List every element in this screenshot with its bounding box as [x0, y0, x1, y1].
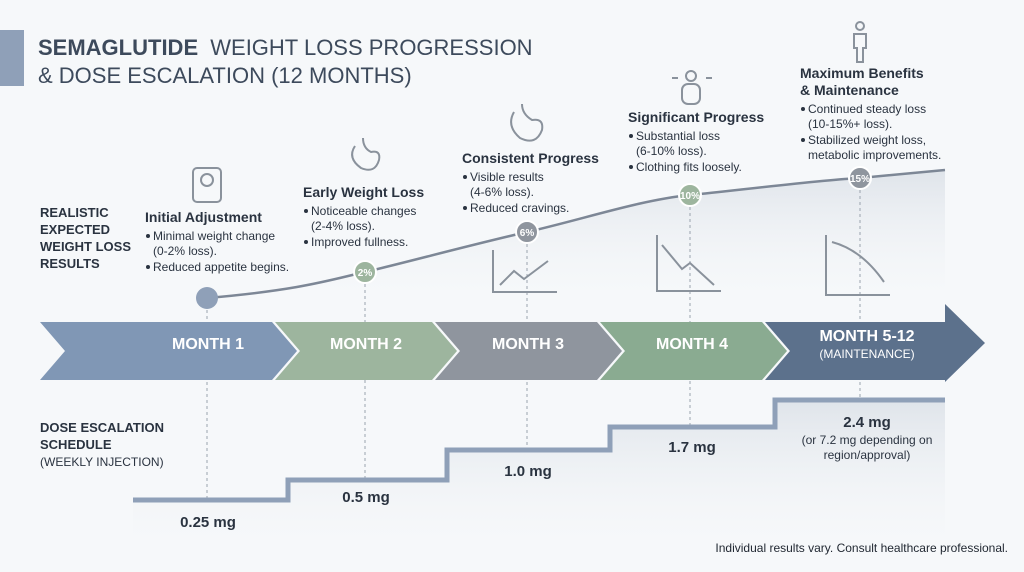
month-note: (MAINTENANCE) [819, 347, 914, 361]
timeline-segment [40, 322, 297, 380]
bullet-text: (10-15%+ loss). [808, 117, 892, 131]
footer: Individual results vary. Consult healthc… [715, 541, 1008, 555]
bullet-dot [304, 209, 308, 213]
title-line: & DOSE ESCALATION (12 MONTHS) [38, 63, 412, 88]
marker-label: 2% [358, 268, 373, 279]
bullet-text: Reduced appetite begins. [153, 260, 289, 274]
dose-label: DOSE ESCALATION [40, 420, 164, 435]
bullet-dot [146, 234, 150, 238]
dose-value: 0.5 mg [342, 489, 390, 506]
timeline-segment [600, 322, 787, 380]
icons [192, 21, 890, 296]
dose-note: (or 7.2 mg depending on [802, 433, 933, 447]
stage-title: Consistent Progress [462, 150, 599, 166]
timeline-segment [435, 322, 622, 380]
title-bold: SEMAGLUTIDE [38, 35, 198, 60]
timeline-segment [275, 322, 457, 380]
bullet-text: (2-4% loss). [311, 219, 375, 233]
stage-title: Maximum Benefits [800, 65, 924, 81]
dose-label: SCHEDULE [40, 437, 112, 452]
dose-value: 0.25 mg [180, 514, 236, 531]
bullet-text: Continued steady loss [808, 102, 926, 116]
stage-marker [515, 220, 539, 244]
dose-note: region/approval) [824, 448, 911, 462]
month-label: MONTH 1 [172, 336, 244, 353]
month-label: MONTH 4 [656, 336, 728, 353]
bullet-text: (4-6% loss). [470, 185, 534, 199]
bullet-dot [304, 240, 308, 244]
stage-title: Early Weight Loss [303, 184, 424, 200]
bullet-text: Clothing fits loosely. [636, 160, 742, 174]
bullet-dot [463, 175, 467, 179]
stage-marker [196, 287, 218, 309]
results-label: REALISTIC [40, 205, 109, 220]
bullet-text: metabolic improvements. [808, 148, 941, 162]
timeline-segment [765, 304, 985, 382]
stage-title: Significant Progress [628, 109, 764, 125]
results-label: WEIGHT LOSS [40, 239, 131, 254]
bullet-text: Visible results [470, 170, 544, 184]
bullet-text: Stabilized weight loss, [808, 133, 926, 147]
month-label: MONTH 2 [330, 336, 402, 353]
bullet-text: (6-10% loss). [636, 144, 707, 158]
dose-value: 1.7 mg [668, 439, 716, 456]
results-label: RESULTS [40, 256, 100, 271]
dose-value: 2.4 mg [843, 414, 891, 431]
bullet-text: Noticeable changes [311, 204, 416, 218]
results-area [207, 170, 945, 310]
bullet-dot [146, 265, 150, 269]
stage-marker [848, 166, 872, 190]
marker-label: 10% [680, 191, 700, 202]
stage-marker [353, 260, 377, 284]
bullet-text: (0-2% loss). [153, 244, 217, 258]
marker-label: 6% [520, 228, 535, 239]
results-label: EXPECTED [40, 222, 110, 237]
bullet-text: Substantial loss [636, 129, 720, 143]
title-line: SEMAGLUTIDE WEIGHT LOSS PROGRESSION [38, 35, 533, 60]
stage-title: Initial Adjustment [145, 209, 262, 225]
month-label: MONTH 3 [492, 336, 564, 353]
month-label: MONTH 5-12 [819, 328, 914, 345]
bullet-dot [801, 138, 805, 142]
dose-label: (WEEKLY INJECTION) [40, 455, 164, 469]
dose-area [133, 400, 945, 560]
stage-title: & Maintenance [800, 82, 899, 98]
stage-marker [678, 183, 702, 207]
title-accent [0, 30, 24, 86]
bullet-text: Improved fullness. [311, 235, 408, 249]
bullet-text: Minimal weight change [153, 229, 275, 243]
title-rest: WEIGHT LOSS PROGRESSION [210, 35, 532, 60]
bullet-dot [463, 206, 467, 210]
dose-steps [133, 397, 945, 503]
bullet-dot [629, 165, 633, 169]
dose-value: 1.0 mg [504, 463, 552, 480]
bullet-text: Reduced cravings. [470, 201, 569, 215]
marker-label: 15% [850, 174, 870, 185]
bullet-dot [629, 134, 633, 138]
bullet-dot [801, 107, 805, 111]
